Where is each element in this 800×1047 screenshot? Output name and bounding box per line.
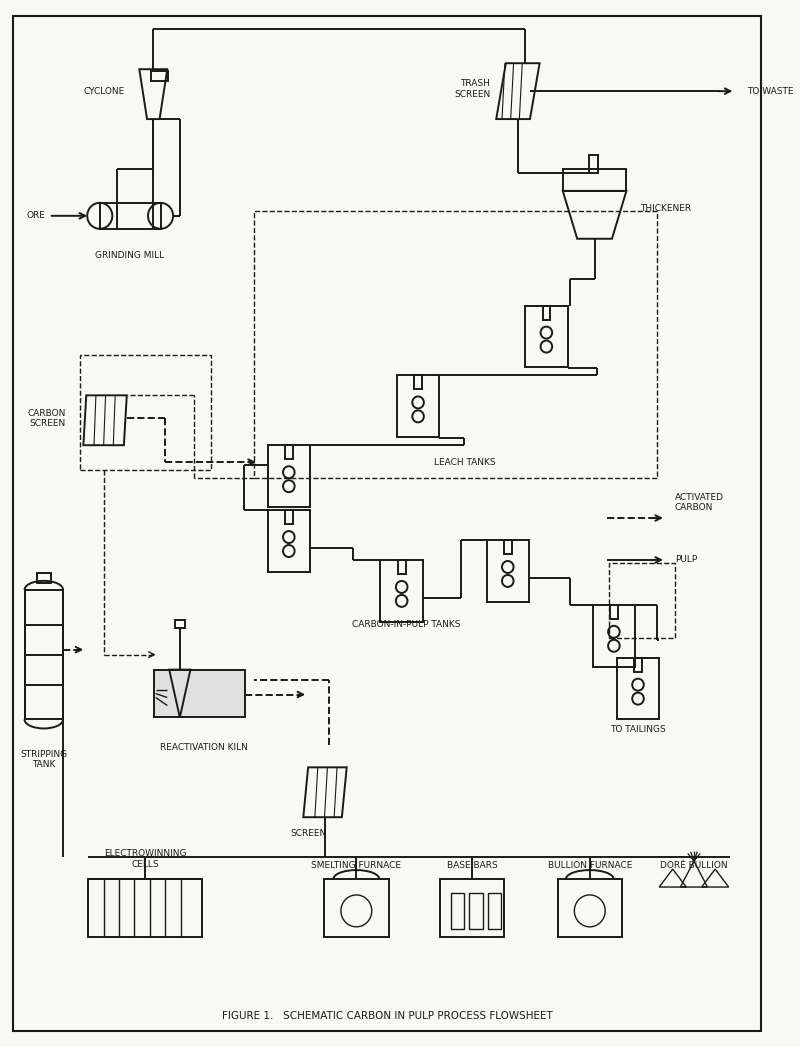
Text: GRINDING MILL: GRINDING MILL [95,251,164,261]
Text: TO WASTE: TO WASTE [747,87,794,95]
Bar [414,376,422,389]
Bar [254,210,658,478]
Text: PULP: PULP [674,555,697,564]
Bar [323,879,389,937]
Bar [451,893,464,929]
Bar [610,605,618,619]
Text: ORE: ORE [26,211,46,220]
Bar [81,355,210,470]
Bar [100,203,161,229]
Bar [487,893,501,929]
Bar [617,658,659,719]
Bar [593,605,635,667]
Text: ELECTROWINNING
CELLS: ELECTROWINNING CELLS [104,849,186,869]
Bar [88,879,202,937]
Text: SMELTING FURNACE: SMELTING FURNACE [311,861,402,870]
Bar [609,563,674,638]
Bar [562,169,626,191]
Text: TO TAILINGS: TO TAILINGS [610,725,666,734]
Text: ACTIVATED
CARBON: ACTIVATED CARBON [674,493,724,512]
Bar [25,589,63,719]
Bar [398,560,406,574]
Bar [589,155,598,173]
Text: SCREEN: SCREEN [290,828,326,838]
Bar [440,879,504,937]
Bar [285,510,293,524]
Text: STRIPPING
TANK: STRIPPING TANK [20,750,67,770]
Bar [268,445,310,507]
Text: CARBON
SCREEN: CARBON SCREEN [28,408,66,428]
Bar [175,620,185,628]
Text: DORÉ BULLION: DORÉ BULLION [660,861,728,870]
Text: FIGURE 1.   SCHEMATIC CARBON IN PULP PROCESS FLOWSHEET: FIGURE 1. SCHEMATIC CARBON IN PULP PROCE… [222,1010,553,1021]
Bar [542,306,550,319]
Bar [154,670,246,717]
Text: BULLION FURNACE: BULLION FURNACE [547,861,632,870]
Bar [381,560,423,622]
Text: TRASH
SCREEN: TRASH SCREEN [454,80,490,98]
Bar [397,376,439,438]
Text: LEACH TANKS: LEACH TANKS [434,458,495,467]
Text: BASE BARS: BASE BARS [446,861,498,870]
Bar [504,540,512,554]
Text: THICKENER: THICKENER [640,204,691,214]
Bar [525,306,567,367]
Bar [470,893,482,929]
Bar [285,445,293,460]
Bar [634,658,642,671]
Bar [151,71,168,82]
Bar [486,540,529,602]
Bar [558,879,622,937]
Bar [37,573,50,583]
Text: CARBON-IN-PULP TANKS: CARBON-IN-PULP TANKS [352,620,461,629]
Text: CYCLONE: CYCLONE [84,87,125,95]
Text: REACTIVATION KILN: REACTIVATION KILN [160,743,248,752]
Bar [268,510,310,572]
